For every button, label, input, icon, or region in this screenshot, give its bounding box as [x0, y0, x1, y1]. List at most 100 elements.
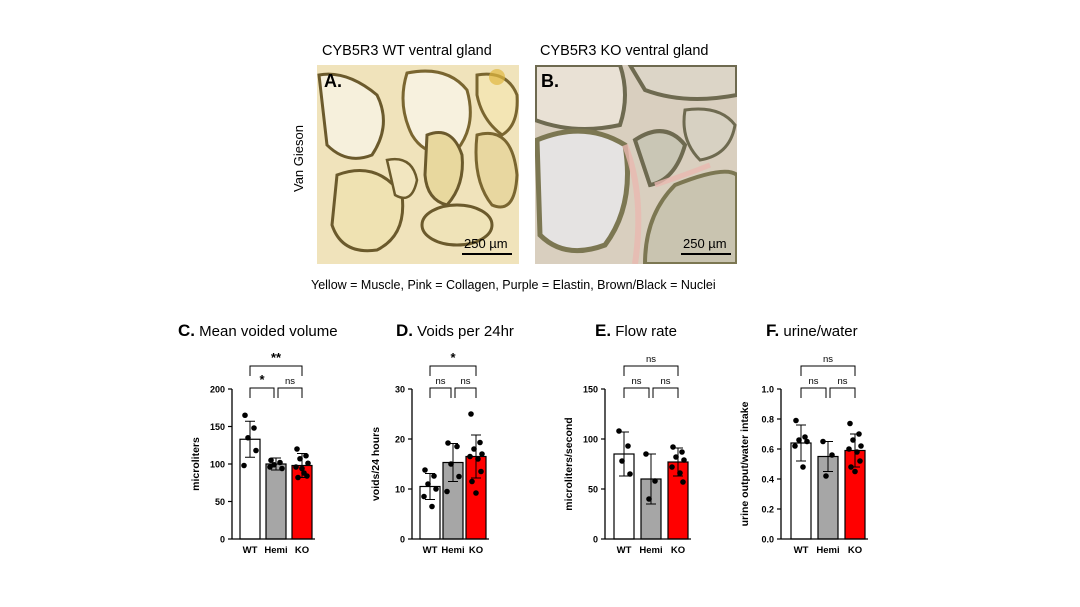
- data-point: [422, 467, 428, 473]
- y-tick-label: 30: [395, 385, 405, 395]
- data-point: [856, 431, 862, 437]
- chart-f-title: F. urine/water: [766, 321, 858, 341]
- chart-f-letter: F.: [766, 321, 780, 340]
- data-point: [253, 447, 259, 454]
- chart-f: 0.0 0.2 0.4 0.6 0.8 1.0 urine output/water int…: [739, 354, 868, 556]
- x-tick-label: Hemi: [816, 545, 839, 556]
- data-point: [627, 471, 633, 477]
- x-tick-label: Hemi: [441, 545, 464, 556]
- data-point: [467, 453, 473, 460]
- data-point: [652, 478, 658, 484]
- data-point: [823, 473, 829, 479]
- data-point: [477, 439, 483, 446]
- data-point: [829, 452, 835, 458]
- significance-label: ns: [823, 354, 833, 365]
- significance-bracket: [277, 387, 303, 398]
- bar: [265, 463, 287, 540]
- y-tick-label: 200: [210, 385, 225, 395]
- data-point: [268, 457, 274, 464]
- data-point: [479, 451, 485, 457]
- data-point: [304, 473, 310, 479]
- data-point: [646, 496, 652, 502]
- ko-scale-bar: [681, 253, 731, 255]
- x-tick-label: Hemi: [264, 545, 287, 556]
- wt-scale-bar: [462, 253, 512, 255]
- data-point: [242, 412, 248, 419]
- data-point: [616, 428, 622, 434]
- data-point: [448, 461, 454, 467]
- significance-label: ns: [631, 376, 641, 387]
- chart-d-title-text: Voids per 24hr: [417, 323, 514, 340]
- y-axis-label: microliters/second: [563, 417, 575, 510]
- chart-c-title: C. Mean voided volume: [178, 321, 338, 341]
- wt-scale-bar-label: 250 µm: [464, 236, 508, 251]
- data-point: [852, 468, 858, 475]
- data-point: [670, 444, 676, 450]
- significance-label: ns: [285, 376, 295, 387]
- data-point: [680, 479, 686, 485]
- significance-bracket: [249, 387, 275, 398]
- significance-bracket: [829, 387, 856, 398]
- data-point: [850, 437, 856, 443]
- data-point: [473, 490, 479, 496]
- data-point: [299, 465, 305, 472]
- y-tick-label: 150: [583, 385, 598, 395]
- data-point: [431, 473, 437, 479]
- x-tick-label: Hemi: [639, 545, 662, 556]
- y-tick-label: 50: [588, 485, 598, 495]
- y-tick-label: 20: [395, 435, 405, 445]
- y-tick-label: 0.8: [761, 415, 774, 425]
- ko-scale-bar-label: 250 µm: [683, 236, 727, 251]
- data-point: [846, 446, 852, 452]
- y-tick-label: 100: [583, 435, 598, 445]
- chart-e-title: E. Flow rate: [595, 321, 677, 341]
- chart-d-letter: D.: [396, 321, 413, 340]
- significance-label: ns: [435, 376, 445, 387]
- chart-d-title: D. Voids per 24hr: [396, 321, 514, 341]
- wt-histology-image: [317, 65, 519, 264]
- data-point: [478, 468, 484, 475]
- chart-c-title-text: Mean voided volume: [199, 323, 338, 340]
- data-point: [619, 458, 625, 464]
- chart-f-title-text: urine/water: [783, 323, 858, 340]
- data-point: [796, 437, 802, 443]
- significance-label: *: [259, 372, 265, 387]
- data-point: [279, 465, 285, 472]
- data-point: [792, 443, 798, 449]
- significance-bracket: [800, 365, 856, 376]
- data-point: [854, 449, 860, 455]
- y-tick-label: 0.2: [761, 505, 774, 515]
- data-point: [848, 464, 854, 470]
- data-point: [802, 434, 808, 440]
- y-axis-label: voids/24 hours: [370, 427, 382, 501]
- y-tick-label: 0.4: [761, 475, 774, 485]
- data-point: [267, 464, 273, 470]
- chart-e-title-text: Flow rate: [615, 323, 677, 340]
- data-point: [820, 438, 826, 445]
- data-point: [433, 486, 439, 492]
- significance-label: ns: [460, 376, 470, 387]
- data-point: [294, 446, 300, 452]
- ko-image-title: CYB5R3 KO ventral gland: [540, 43, 709, 59]
- data-point: [444, 488, 450, 495]
- data-point: [454, 443, 460, 450]
- data-point: [793, 417, 799, 424]
- data-point: [303, 452, 309, 459]
- significance-bracket: [623, 365, 679, 376]
- data-point: [800, 464, 806, 470]
- data-point: [679, 449, 685, 455]
- x-tick-label: KO: [469, 545, 483, 556]
- significance-label: ns: [837, 376, 847, 387]
- data-point: [673, 454, 679, 460]
- data-point: [241, 462, 247, 469]
- data-point: [677, 470, 683, 476]
- data-point: [293, 464, 299, 470]
- data-point: [847, 420, 853, 427]
- x-tick-label: WT: [617, 545, 632, 556]
- ko-panel-letter: B.: [541, 71, 559, 91]
- x-tick-label: WT: [423, 545, 438, 556]
- y-tick-label: 10: [395, 485, 405, 495]
- x-tick-label: KO: [295, 545, 309, 556]
